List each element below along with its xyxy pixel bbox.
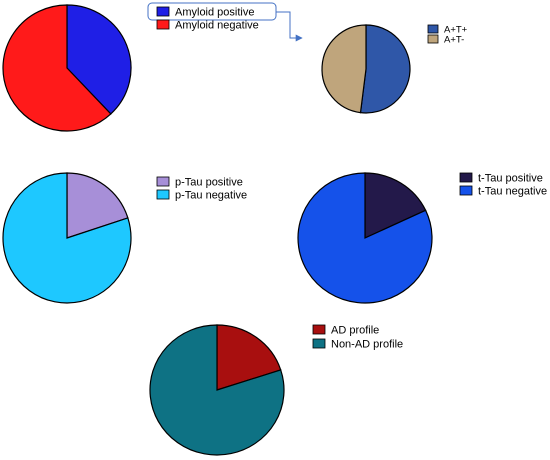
pie-slice-ad-0 — [216, 324, 282, 391]
legend-label-ad-0: AD profile — [331, 325, 379, 337]
pie-slice-ptau-1 — [2, 172, 132, 304]
legend-label-ttau-0: t-Tau positive — [478, 173, 543, 185]
pie-slice-amyloid-0 — [66, 4, 132, 115]
legend-swatch-at-1 — [427, 34, 439, 44]
pie-chart-at: A+T+A+T- — [321, 24, 468, 114]
pie-slice-amyloid-1 — [2, 4, 112, 132]
pie-slice-at-0 — [359, 24, 411, 114]
pie-slice-ttau-0 — [364, 172, 427, 239]
legend-label-ptau-1: p-Tau negative — [175, 190, 247, 202]
legend-swatch-ptau-1 — [156, 189, 170, 200]
legend-label-at-0: A+T+ — [444, 25, 468, 36]
pie-slice-ptau-0 — [66, 172, 129, 239]
legend-swatch-ttau-0 — [459, 172, 473, 183]
legend-label-ptau-0: p-Tau positive — [175, 177, 243, 189]
legend-swatch-amyloid-0 — [156, 6, 170, 17]
legend-swatch-at-0 — [427, 24, 439, 34]
legend-label-at-1: A+T- — [444, 35, 464, 46]
pie-chart-ad: AD profile Non-AD profile — [149, 324, 403, 456]
pie-slice-ad-1 — [149, 324, 285, 456]
legend-label-amyloid-1: Amyloid negative — [175, 20, 259, 32]
pie-slice-ttau-1 — [297, 172, 433, 304]
legend-swatch-ptau-0 — [156, 176, 170, 187]
connector-arrow — [276, 11, 303, 42]
legend-swatch-ad-1 — [312, 338, 326, 349]
legend-swatch-ad-0 — [312, 324, 326, 335]
legend-swatch-amyloid-1 — [156, 19, 170, 30]
legend-label-ttau-1: t-Tau negative — [478, 186, 547, 198]
legend-swatch-ttau-1 — [459, 185, 473, 196]
legend-label-amyloid-0: Amyloid positive — [175, 7, 254, 19]
pie-slice-at-1 — [321, 24, 367, 114]
legend-label-ad-1: Non-AD profile — [331, 339, 403, 351]
